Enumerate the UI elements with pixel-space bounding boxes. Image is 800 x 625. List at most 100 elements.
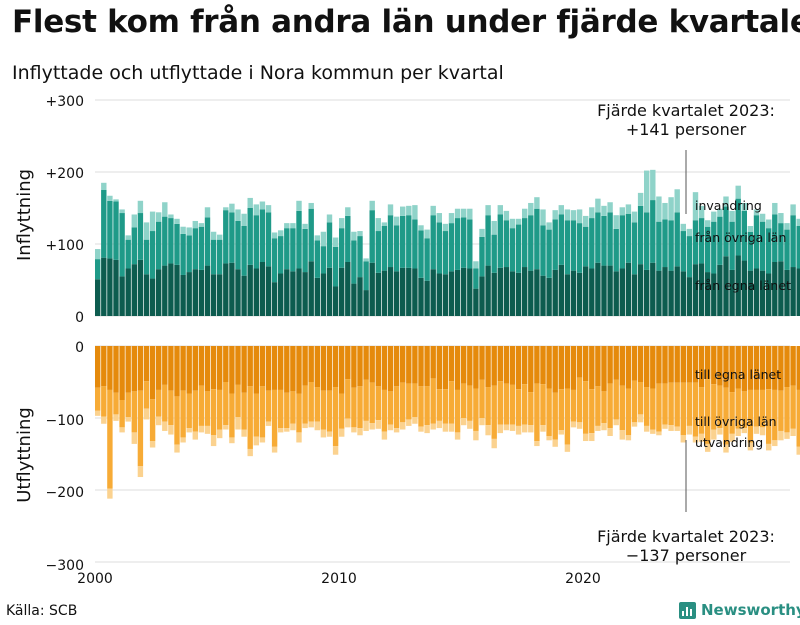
outflow-bar-segment-1 [558,389,564,431]
inflow-bar-segment-0 [479,276,485,316]
outflow-bar-segment-2 [436,420,442,429]
inflow-bar-segment-2 [400,206,406,216]
inflow-bar-segment-0 [107,258,113,316]
outflow-bar-segment-0 [156,346,162,390]
outflow-bar-segment-2 [259,437,266,443]
outflow-bar-segment-1 [491,385,497,439]
inflow-bar-segment-1 [564,220,571,275]
inflow-bar-segment-0 [351,283,357,316]
outflow-bar-segment-1 [497,381,503,425]
outflow-bar-segment-1 [265,390,272,422]
outflow-bar-segment-0 [479,346,485,380]
outflow-bar-segment-1 [186,393,192,429]
outflow-bar-segment-0 [265,346,272,391]
outflow-bar-segment-1 [564,388,571,445]
outflow-bar-segment-0 [692,346,699,383]
outflow-bar-segment-1 [320,390,327,430]
inflow-bar-segment-1 [790,215,796,268]
y-tick-bottom-100: −100 [46,413,84,429]
inflow-bar-segment-0 [595,262,601,316]
annotation-bottom-line2: −137 personer [626,546,747,565]
inflow-bar-segment-0 [326,267,333,316]
inflow-bar-segment-2 [522,208,528,219]
outflow-bar-segment-2 [686,425,693,435]
inflow-bar-segment-1 [229,212,235,263]
inflow-bar-segment-0 [290,271,296,316]
inflow-bar-segment-2 [430,205,436,216]
outflow-bar-segment-0 [369,346,375,383]
outflow-bar-segment-2 [674,426,680,431]
inflow-bar-segment-0 [625,262,632,316]
outflow-bar-segment-1 [442,389,449,424]
outflow-bar-segment-1 [570,389,577,422]
outflow-bar-segment-1 [326,390,333,432]
inflow-bar-segment-0 [101,257,107,316]
outflow-bar-segment-2 [418,426,424,432]
outflow-bar-segment-0 [564,346,571,389]
inflow-bar-segment-2 [570,210,577,221]
outflow-bar-segment-2 [320,429,327,438]
inflow-bar-segment-0 [400,267,406,316]
outflow-bar-segment-0 [137,346,144,391]
brand-logo[interactable]: Newsworthy [679,601,800,619]
inflow-bar-segment-0 [522,267,528,316]
inflow-bar-segment-2 [485,205,491,216]
inflow-bar-segment-2 [534,197,540,209]
bottom-panel-grid [95,345,790,563]
inflow-bar-segment-2 [131,214,137,228]
outflow-bar-segment-0 [271,346,278,390]
inflow-bar-segment-2 [686,228,693,237]
inflow-bar-segment-2 [296,200,302,211]
outflow-bar-segment-1 [125,392,131,418]
outflow-bar-segment-2 [650,429,656,434]
inflow-bar-segment-2 [747,226,754,232]
outflow-bar-segment-2 [576,422,583,429]
outflow-bar-segment-1 [576,377,583,423]
annotation-bottom-line1: Fjärde kvartalet 2023: [597,527,775,546]
inflow-bar-segment-2 [375,218,381,232]
outflow-bar-segment-0 [735,346,741,389]
outflow-bar-segment-0 [418,346,424,387]
outflow-bar-segment-0 [223,346,229,382]
inflow-bar-segment-1 [454,218,461,270]
outflow-bar-segment-0 [546,346,552,389]
outflow-bar-segment-2 [595,425,601,431]
inflow-bar-segment-1 [210,239,217,275]
inflow-bar-segment-2 [418,225,424,231]
outflow-bar-segment-0 [631,346,638,381]
inflow-bar-segment-0 [424,280,430,316]
outflow-bar-segment-0 [461,346,467,384]
outflow-bar-segment-2 [656,431,662,436]
outflow-bar-segment-2 [759,427,766,436]
outflow-bar-segment-1 [454,389,461,433]
outflow-bar-segment-1 [259,386,266,438]
inflow-bar-segment-0 [509,271,516,316]
outflow-bar-segment-1 [668,382,674,426]
outflow-bar-segment-2 [95,410,101,416]
outflow-bar-segment-0 [607,346,613,384]
inflow-bar-segment-0 [217,274,223,316]
inflow-bar-segment-1 [247,208,253,265]
inflow-bar-segment-1 [357,236,363,278]
inflow-bar-segment-1 [644,212,650,270]
outflow-bar-segment-2 [265,421,272,426]
outflow-bar-segment-1 [729,392,735,434]
outflow-bar-segment-0 [741,346,747,392]
inflow-bar-segment-0 [570,270,577,316]
inflow-bar-segment-2 [448,213,455,224]
inflow-bar-segment-0 [601,265,607,316]
series-label-invandring: invandring [695,198,762,213]
inflow-bar-segment-0 [369,262,375,316]
outflow-bar-segment-1 [400,382,406,423]
inflow-bar-segment-2 [503,210,510,221]
inflow-bar-segment-0 [186,272,192,316]
inflow-bar-segment-0 [558,264,564,316]
inflow-bar-segment-1 [326,222,333,268]
inflow-bar-segment-1 [393,225,400,272]
outflow-bar-segment-1 [113,392,119,415]
outflow-bar-segment-2 [149,441,156,448]
outflow-bar-segment-0 [552,346,558,393]
outflow-bar-segment-1 [284,392,290,429]
inflow-bar-segment-2 [583,215,589,227]
outflow-bar-segment-1 [156,389,162,417]
